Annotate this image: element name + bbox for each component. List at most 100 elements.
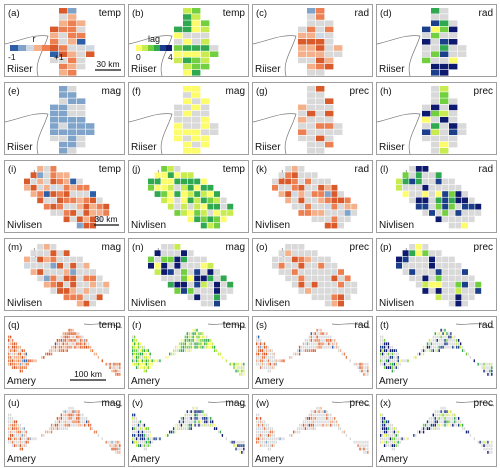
grid-cell: [192, 335, 194, 339]
grid-cell: [332, 417, 334, 420]
grid-cell: [489, 369, 491, 373]
grid-cells: [24, 244, 110, 307]
grid-cell: [257, 437, 260, 441]
grid-cell: [190, 413, 192, 417]
grid-cell: [57, 275, 63, 282]
grid-cell: [183, 26, 192, 33]
grid-cell: [143, 423, 146, 427]
grid-cell: [308, 339, 310, 342]
grid-cell: [183, 123, 192, 129]
grid-cell: [355, 362, 357, 366]
grid-cell: [431, 32, 440, 39]
grid-cell: [381, 345, 384, 349]
grid-cell: [174, 427, 177, 430]
grid-cell: [135, 352, 138, 356]
grid-cell: [135, 339, 138, 342]
grid-cell: [186, 417, 188, 420]
grid-cell: [190, 332, 192, 335]
grid-cell: [181, 250, 187, 256]
grid-cell: [17, 352, 20, 356]
grid-cell: [60, 339, 62, 342]
grid-cell: [9, 359, 12, 363]
grid-cell: [380, 359, 382, 363]
grid-cell: [396, 184, 402, 191]
grid-cell: [440, 332, 442, 335]
grid-cell: [147, 352, 149, 356]
grid-cell: [387, 356, 390, 359]
grid-cell: [190, 427, 192, 430]
grid-cells: [132, 328, 245, 376]
grid-cell: [133, 427, 136, 430]
grid-cell: [322, 413, 324, 417]
grid-cell: [181, 262, 187, 269]
grid-cell: [187, 216, 194, 223]
grid-cell: [11, 430, 14, 434]
grid-cell: [76, 197, 83, 204]
grid-cell: [431, 57, 440, 64]
grid-cell: [438, 339, 440, 342]
grid-cell: [139, 440, 142, 444]
grid-cell: [194, 197, 201, 204]
grid-cell: [432, 413, 434, 417]
grid-cell: [119, 444, 121, 447]
grid-cell: [455, 184, 462, 191]
grid-cell: [15, 434, 18, 437]
panel-letter: (k): [256, 164, 267, 175]
grid-cell: [487, 366, 489, 369]
lag-legend-swatch: [136, 45, 142, 51]
grid-cell: [452, 420, 454, 424]
grid-cell: [440, 339, 442, 342]
grid-cell: [154, 250, 161, 256]
grid-cell: [213, 427, 216, 430]
grid-cell: [385, 366, 388, 369]
grid-cell: [419, 430, 421, 434]
grid-cell: [415, 166, 422, 172]
grid-cell: [190, 420, 192, 424]
grid-cell: [405, 359, 407, 363]
grid-cell: [180, 423, 183, 427]
grid-cell: [444, 423, 446, 427]
grid-cell: [438, 427, 440, 430]
grid-cell: [187, 210, 194, 216]
grid-cell: [409, 262, 416, 269]
grid-cell: [318, 256, 325, 263]
grid-cell: [432, 420, 434, 424]
grid-cell: [11, 359, 14, 363]
grid-cell: [273, 352, 275, 356]
grid-cell: [83, 281, 90, 288]
grid-cell: [167, 434, 169, 437]
grid-cell: [68, 148, 77, 154]
r-legend-min: -1: [8, 52, 16, 62]
grid-cell: [91, 427, 94, 430]
grid-cell: [237, 366, 239, 369]
grid-cell: [263, 420, 266, 424]
grid-cell: [237, 440, 239, 444]
grid-cell: [70, 406, 72, 410]
grid-cell: [454, 423, 456, 427]
grid-cell: [448, 203, 455, 210]
grid-cell: [440, 110, 449, 117]
grid-cell: [74, 345, 76, 349]
grid-cell: [235, 362, 237, 366]
grid-cell: [87, 423, 90, 427]
grid-cell: [84, 423, 86, 427]
grid-cell: [8, 440, 10, 444]
grid-cell: [187, 197, 194, 204]
grid-cell: [422, 256, 429, 263]
grid-cell: [328, 423, 330, 427]
grid-cell: [70, 197, 77, 204]
grid-cells: [174, 86, 219, 154]
grid-cell: [273, 362, 275, 366]
panel-letter: (d): [380, 8, 392, 19]
grid-cell: [435, 288, 442, 294]
grid-cell: [318, 294, 325, 301]
grid-cell: [285, 256, 292, 263]
grid-cell: [395, 434, 397, 437]
grid-cell: [339, 349, 342, 352]
grid-cell: [391, 447, 394, 451]
grid-cell: [310, 423, 312, 427]
grid-cell: [145, 427, 147, 430]
grid-cell: [324, 184, 331, 191]
grid-cell: [147, 430, 149, 434]
grid-cell: [35, 359, 37, 363]
